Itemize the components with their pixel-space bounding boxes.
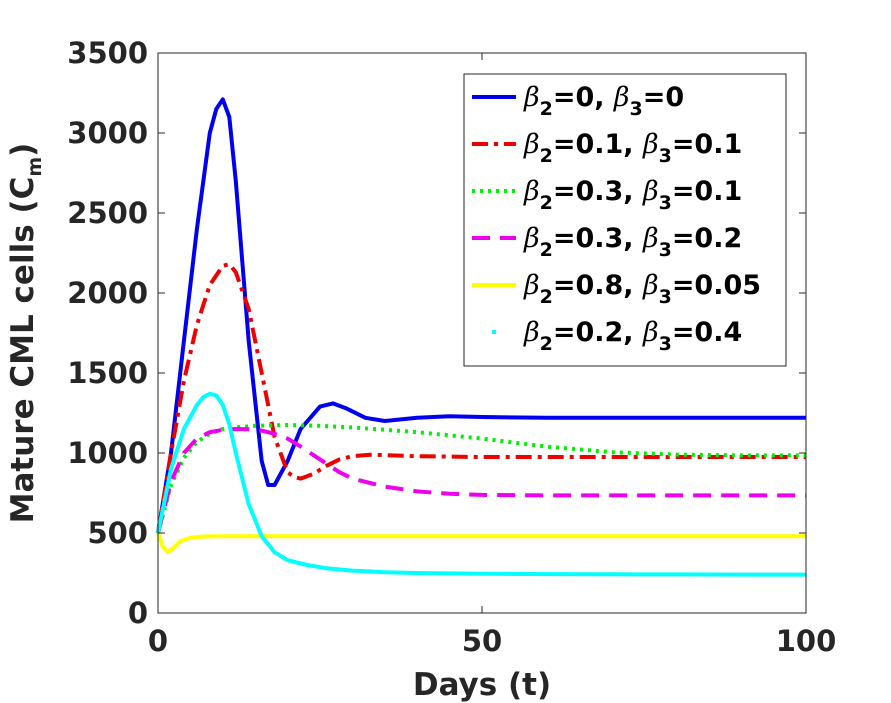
series-layer	[156, 97, 806, 577]
legend-label-2: β2=0.1, β3=0.1	[523, 129, 742, 167]
y-axis-label-subscript: m	[24, 157, 46, 177]
y-axis-label: Mature CML cells (Cm)	[5, 143, 46, 524]
series-line-1	[156, 97, 806, 534]
series-line-4	[156, 427, 806, 534]
legend: β2=0, β3=0 β2=0.1, β3=0.1 β2=0.3, β3=0.1 β2…	[463, 73, 787, 367]
y-tick-label: 1000	[67, 436, 148, 470]
y-tick-label: 500	[87, 516, 148, 550]
y-tick-label: 2500	[67, 196, 148, 230]
x-tick-label: 0	[148, 624, 168, 658]
y-tick-label: 2000	[67, 276, 148, 310]
legend-box	[463, 73, 787, 367]
legend-label-1: β2=0, β3=0	[523, 82, 684, 120]
y-tick-label: 1500	[67, 356, 148, 390]
series-line-6	[156, 391, 806, 577]
legend-label-3: β2=0.3, β3=0.1	[523, 176, 742, 214]
y-tick-label: 3500	[67, 36, 148, 70]
y-tick-label: 3000	[67, 116, 148, 150]
x-tick-label: 50	[462, 624, 502, 658]
legend-label-5: β2=0.8, β3=0.05	[523, 270, 761, 308]
legend-label-4: β2=0.3, β3=0.2	[523, 223, 742, 261]
x-axis-label: Days (t)	[413, 667, 551, 703]
series-line-5	[156, 532, 806, 555]
series-line-2	[156, 262, 806, 534]
series-line-3	[156, 423, 806, 534]
legend-label-6: β2=0.2, β3=0.4	[523, 317, 742, 355]
y-tick-label: 0	[128, 596, 148, 630]
legend-entries: β2=0, β3=0 β2=0.1, β3=0.1 β2=0.3, β3=0.1 β2…	[472, 82, 761, 355]
legend-marker-6	[492, 330, 496, 334]
ticks-layer: 0 500 1000 1500 2000 2500 3000 3500 0 50 100	[67, 36, 836, 658]
x-tick-label: 100	[776, 624, 837, 658]
